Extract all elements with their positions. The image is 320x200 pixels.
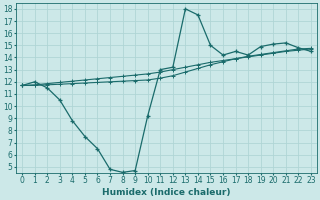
X-axis label: Humidex (Indice chaleur): Humidex (Indice chaleur) — [102, 188, 231, 197]
